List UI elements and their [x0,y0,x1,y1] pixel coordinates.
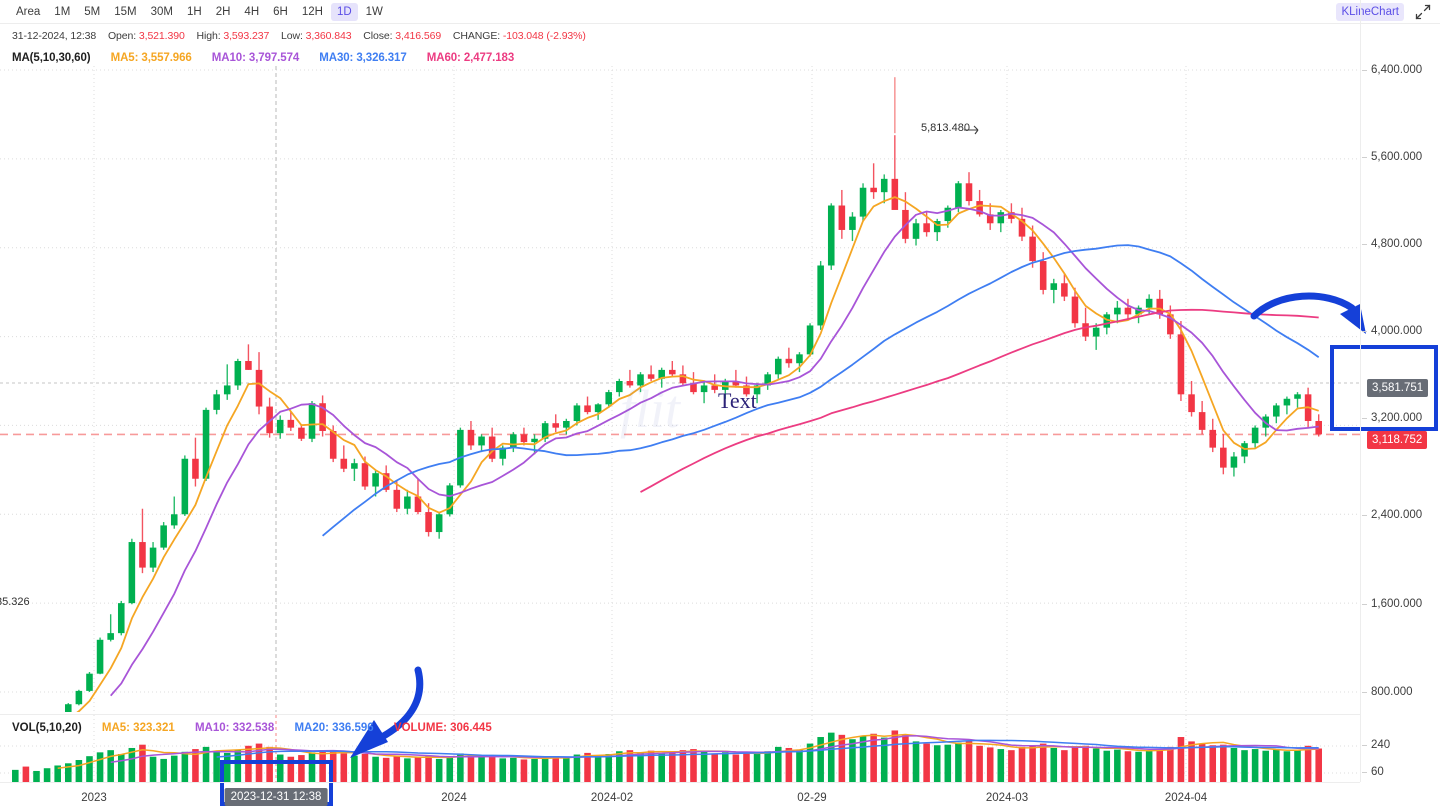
vol-title: VOL(5,10,20) [12,722,82,734]
open-label: Open: [107,30,137,42]
low-label: Low: [281,30,303,42]
xtick-1: 2024 [441,792,467,804]
open-value: 3,521.390 [138,30,185,42]
ytick-5: 2,400.000 [1361,509,1423,521]
period-tab-1d[interactable]: 1D [330,2,358,21]
x-crosshair-tag: 2023-12-31 12:38 [224,788,328,806]
period-tab-15m[interactable]: 15M [114,5,137,18]
highest-price-marker: 5,813.480 [921,122,970,134]
vol-ytick-0: 240 [1361,739,1391,751]
ma10-value[interactable]: MA10: 3,797.574 [211,52,300,64]
period-tab-area[interactable]: Area [16,5,41,18]
x-axis[interactable]: 2023 2024 2024-02 02-29 2024-03 2024-04 … [0,782,1360,810]
period-tab-1m[interactable]: 1M [54,5,71,18]
close-value: 3,416.569 [395,30,442,42]
change-label: CHANGE: [452,30,501,42]
ytick-1: 5,600.000 [1361,151,1423,163]
ma30-value[interactable]: MA30: 3,326.317 [319,52,407,64]
period-tab-5m[interactable]: 5M [84,5,101,18]
ytick-0: 6,400.000 [1361,64,1423,76]
vol-ytick-1: 60 [1362,766,1384,778]
high-value: 3,593.237 [223,30,270,42]
xtick-0: 2023 [81,792,107,804]
ma-legend: MA(5,10,30,60) MA5: 3,557.966 MA10: 3,79… [12,52,514,64]
period-toolbar: Area 1M 5M 15M 30M 1H 2H 4H 6H 12H 1D 1W… [0,0,1440,24]
low-value: 3,360.843 [305,30,352,42]
period-tab-4h[interactable]: 4H [244,5,260,18]
last-price-tag: 3,118.752 [1367,431,1428,449]
text-annotation[interactable]: Text [718,388,757,413]
period-tab-2h[interactable]: 2H [215,5,231,18]
period-tab-1w[interactable]: 1W [365,5,383,18]
period-tab-6h[interactable]: 6H [273,5,288,18]
vol-ma20-value[interactable]: MA20: 336.596 [294,722,374,734]
period-tab-12h[interactable]: 12H [301,5,323,18]
ytick-3: 4,000.000 [1361,325,1423,337]
lowest-price-marker: 35.326 [0,596,30,608]
volume-legend: VOL(5,10,20) MA5: 323.321 MA10: 332.538 … [12,722,492,734]
xtick-3: 02-29 [797,792,827,804]
ytick-7: 800.000 [1362,686,1413,698]
y-crosshair-tag: 3,581.751 [1367,379,1429,397]
volume-value[interactable]: VOLUME: 306.445 [393,722,492,734]
price-selection-rectangle[interactable] [1330,345,1438,431]
ytick-2: 4,800.000 [1361,238,1423,250]
toolbar-right-group: KLineChart [1336,2,1440,21]
ma60-value[interactable]: MA60: 2,477.183 [426,52,515,64]
xtick-4: 2024-03 [985,792,1029,804]
candlestick-canvas [0,66,1360,712]
xtick-5: 2024-04 [1164,792,1208,804]
ohlc-datetime: 31-12-2024, 12:38 [12,30,97,42]
ohlc-legend: 31-12-2024, 12:38 Open: 3,521.390 High: … [12,30,586,42]
ytick-6: 1,600.000 [1361,598,1423,610]
candlestick-pane[interactable] [0,66,1360,712]
brand-badge: KLineChart [1336,2,1404,21]
ma5-value[interactable]: MA5: 3,557.966 [110,52,192,64]
volume-pane[interactable] [0,714,1360,783]
vol-ma10-value[interactable]: MA10: 332.538 [194,722,275,734]
period-tab-30m[interactable]: 30M [150,5,174,18]
vol-ma5-value[interactable]: MA5: 323.321 [101,722,175,734]
close-label: Close: [363,30,393,42]
y-axis[interactable]: 6,400.000 5,600.000 4,800.000 4,000.000 … [1360,0,1440,782]
high-label: High: [196,30,221,42]
expand-arrows-icon[interactable] [1414,3,1432,21]
change-value: -103.048 (-2.93%) [502,30,586,42]
xtick-2: 2024-02 [590,792,634,804]
period-tab-1h[interactable]: 1H [187,5,202,18]
ma-title: MA(5,10,30,60) [12,52,91,64]
ytick-4: 3,200.000 [1361,412,1423,424]
